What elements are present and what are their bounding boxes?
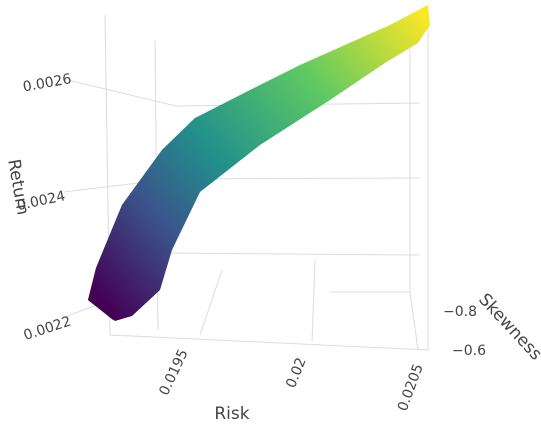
x-tick-label: 0.02 bbox=[283, 356, 310, 391]
surface-top-face bbox=[88, 5, 430, 321]
y-axis-ticks: −0.8 −0.6 bbox=[443, 304, 486, 359]
z-tick-label: 0.0022 bbox=[22, 314, 74, 344]
z-axis-title: Return bbox=[3, 158, 32, 217]
y-tick-label: −0.6 bbox=[452, 343, 486, 359]
x-tick-label: 0.0195 bbox=[156, 347, 191, 398]
y-tick-label: −0.8 bbox=[443, 304, 477, 320]
x-tick-label: 0.0205 bbox=[395, 362, 427, 414]
x-axis-ticks: 0.0195 0.02 0.0205 bbox=[156, 347, 426, 413]
grid-lines bbox=[61, 14, 429, 351]
x-axis-title: Risk bbox=[214, 404, 249, 424]
surface bbox=[88, 5, 430, 321]
z-tick-label: 0.0026 bbox=[22, 71, 73, 95]
